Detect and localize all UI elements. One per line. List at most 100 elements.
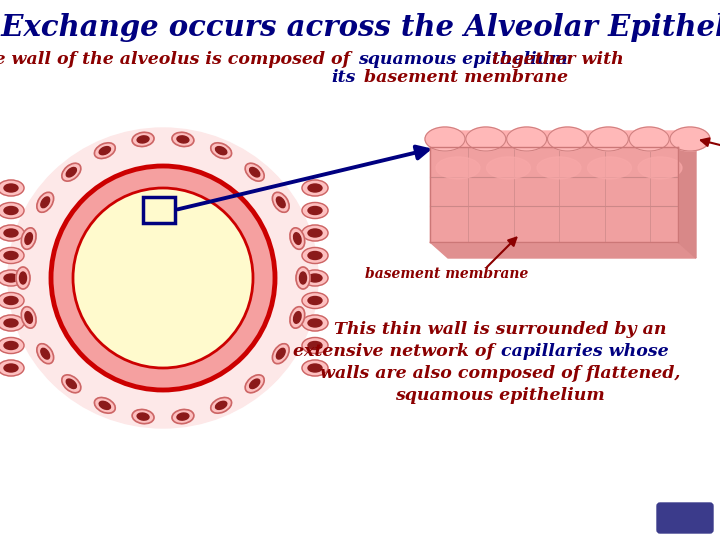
- Ellipse shape: [670, 127, 710, 151]
- Ellipse shape: [588, 127, 629, 151]
- Ellipse shape: [94, 143, 115, 158]
- Ellipse shape: [294, 233, 301, 245]
- Ellipse shape: [22, 307, 36, 328]
- Ellipse shape: [132, 409, 154, 424]
- Ellipse shape: [137, 136, 149, 143]
- Ellipse shape: [466, 127, 506, 151]
- Ellipse shape: [4, 252, 18, 260]
- Ellipse shape: [99, 401, 110, 409]
- Ellipse shape: [547, 127, 588, 151]
- Polygon shape: [678, 131, 696, 258]
- Ellipse shape: [308, 341, 322, 349]
- Ellipse shape: [0, 180, 24, 196]
- Ellipse shape: [302, 360, 328, 376]
- Ellipse shape: [137, 413, 149, 420]
- Ellipse shape: [62, 163, 81, 181]
- Ellipse shape: [25, 312, 32, 323]
- Text: basement membrane: basement membrane: [358, 70, 568, 86]
- Ellipse shape: [507, 127, 546, 151]
- Ellipse shape: [37, 192, 53, 212]
- Ellipse shape: [211, 143, 232, 158]
- Ellipse shape: [294, 312, 301, 323]
- Circle shape: [73, 188, 253, 368]
- Ellipse shape: [4, 319, 18, 327]
- Ellipse shape: [302, 225, 328, 241]
- Ellipse shape: [4, 341, 18, 349]
- Polygon shape: [430, 242, 696, 258]
- Ellipse shape: [215, 146, 227, 154]
- Ellipse shape: [16, 267, 30, 289]
- Ellipse shape: [94, 397, 115, 413]
- Ellipse shape: [250, 379, 260, 389]
- Ellipse shape: [4, 229, 18, 237]
- Ellipse shape: [132, 132, 154, 146]
- Ellipse shape: [0, 270, 24, 286]
- Ellipse shape: [211, 397, 232, 413]
- Ellipse shape: [290, 228, 305, 249]
- Ellipse shape: [308, 206, 322, 214]
- Ellipse shape: [296, 267, 310, 289]
- Ellipse shape: [41, 197, 50, 208]
- Circle shape: [51, 166, 275, 390]
- Ellipse shape: [629, 127, 669, 151]
- Ellipse shape: [290, 307, 305, 328]
- Ellipse shape: [66, 167, 76, 177]
- Ellipse shape: [302, 247, 328, 264]
- Text: squamous epithelium: squamous epithelium: [395, 388, 605, 404]
- Ellipse shape: [300, 272, 307, 284]
- Ellipse shape: [246, 375, 264, 393]
- Polygon shape: [430, 131, 696, 147]
- Ellipse shape: [302, 180, 328, 196]
- Ellipse shape: [302, 270, 328, 286]
- Text: squamous epithelium: squamous epithelium: [358, 51, 568, 69]
- Ellipse shape: [177, 413, 189, 420]
- Ellipse shape: [66, 379, 76, 389]
- Ellipse shape: [308, 274, 322, 282]
- Ellipse shape: [215, 401, 227, 409]
- Text: This thin wall is surrounded by an: This thin wall is surrounded by an: [334, 321, 666, 339]
- Ellipse shape: [4, 206, 18, 214]
- Ellipse shape: [0, 225, 24, 241]
- Ellipse shape: [308, 252, 322, 260]
- Ellipse shape: [308, 296, 322, 305]
- Ellipse shape: [436, 157, 480, 179]
- Bar: [143, 197, 175, 223]
- Ellipse shape: [308, 319, 322, 327]
- Ellipse shape: [0, 360, 24, 376]
- Ellipse shape: [302, 202, 328, 219]
- Ellipse shape: [276, 197, 285, 208]
- Ellipse shape: [0, 338, 24, 354]
- Ellipse shape: [308, 184, 322, 192]
- Text: its: its: [332, 70, 356, 86]
- Ellipse shape: [19, 272, 27, 284]
- Text: Gas Exchange occurs across the Alveolar Epithelium: Gas Exchange occurs across the Alveolar …: [0, 14, 720, 43]
- Ellipse shape: [302, 293, 328, 308]
- Ellipse shape: [588, 157, 631, 179]
- Ellipse shape: [22, 228, 36, 249]
- Ellipse shape: [302, 315, 328, 331]
- Ellipse shape: [37, 343, 53, 363]
- Ellipse shape: [487, 157, 531, 179]
- Ellipse shape: [537, 157, 581, 179]
- Text: extensive network of: extensive network of: [293, 343, 500, 361]
- Ellipse shape: [276, 348, 285, 359]
- Ellipse shape: [0, 315, 24, 331]
- Ellipse shape: [0, 202, 24, 219]
- Ellipse shape: [99, 146, 110, 154]
- Ellipse shape: [0, 247, 24, 264]
- Text: walls are also composed of flattened,: walls are also composed of flattened,: [320, 366, 680, 382]
- Ellipse shape: [272, 192, 289, 212]
- Ellipse shape: [308, 229, 322, 237]
- Ellipse shape: [4, 184, 18, 192]
- Bar: [430, 147, 678, 242]
- Ellipse shape: [172, 409, 194, 424]
- Ellipse shape: [25, 233, 32, 245]
- Ellipse shape: [4, 296, 18, 305]
- Text: basement membrane: basement membrane: [365, 267, 528, 281]
- Ellipse shape: [272, 343, 289, 363]
- Ellipse shape: [62, 375, 81, 393]
- FancyBboxPatch shape: [657, 503, 713, 533]
- Ellipse shape: [250, 167, 260, 177]
- Ellipse shape: [4, 274, 18, 282]
- Ellipse shape: [246, 163, 264, 181]
